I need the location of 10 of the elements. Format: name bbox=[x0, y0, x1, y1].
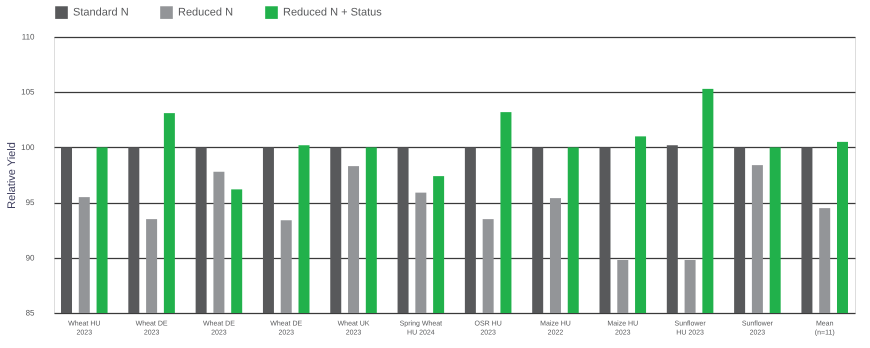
legend-label: Reduced N bbox=[178, 6, 234, 19]
y-tick-label: 85 bbox=[26, 308, 36, 318]
legend-label: Reduced N + Status bbox=[283, 6, 382, 19]
y-axis-title: Relative Yield bbox=[6, 142, 18, 209]
y-tick-label: 105 bbox=[21, 88, 36, 97]
y-tick-label: 100 bbox=[21, 142, 36, 152]
y-tick-label: 90 bbox=[26, 253, 36, 262]
y-tick-label: 95 bbox=[26, 198, 36, 208]
y-tick-label: 110 bbox=[22, 32, 36, 42]
legend-label: Standard N bbox=[73, 6, 129, 19]
